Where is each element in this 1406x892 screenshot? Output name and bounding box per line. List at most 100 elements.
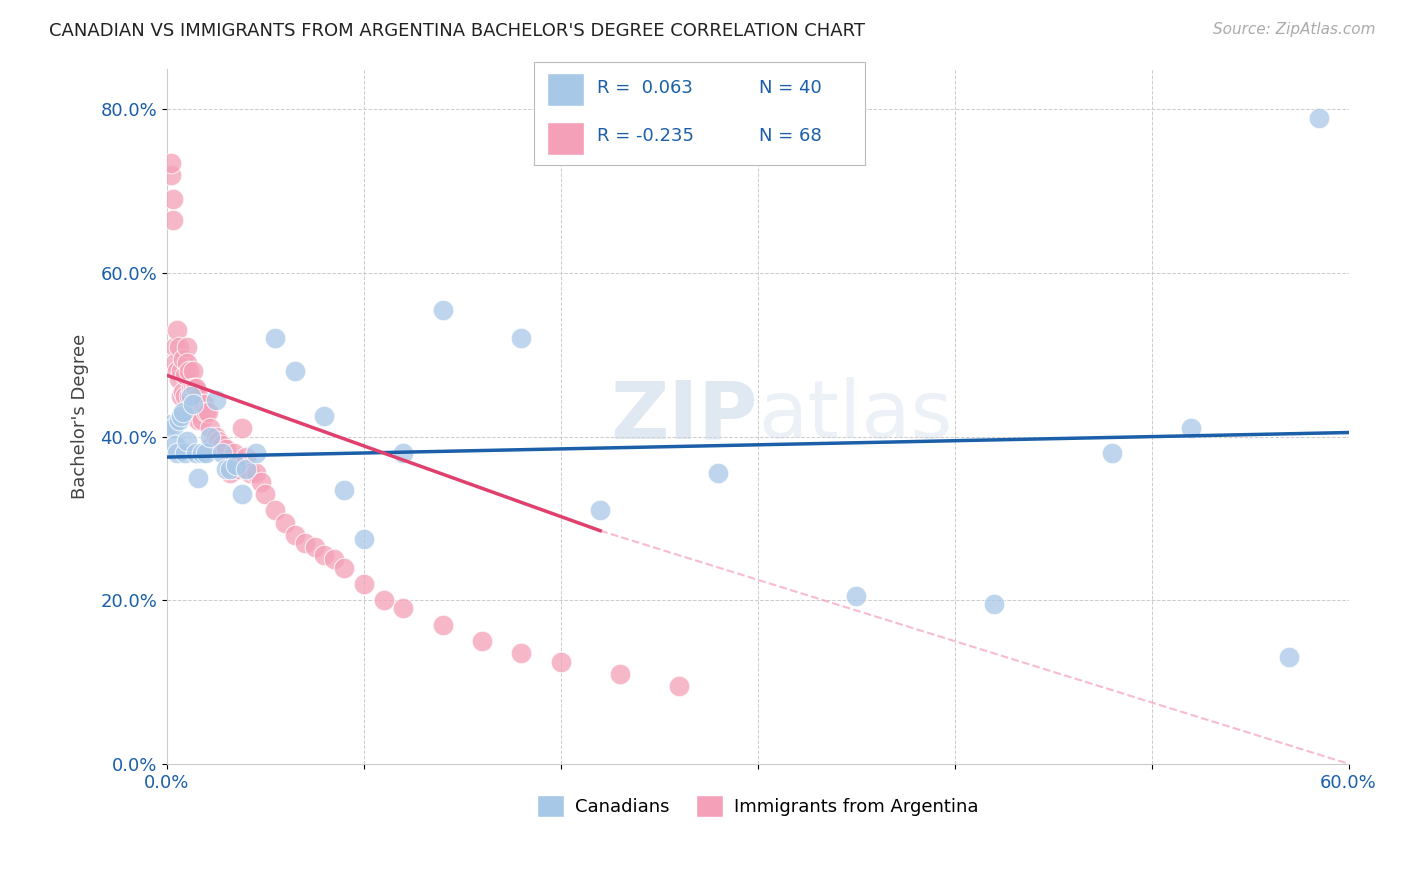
Point (510, 647, 533, 661)
Point (264, 503, 287, 517)
Point (195, 405, 218, 419)
Point (166, 323, 188, 337)
Point (181, 364, 204, 378)
Point (323, 552, 346, 566)
Point (231, 487, 253, 501)
Point (274, 516, 297, 530)
Point (231, 421, 253, 435)
Point (609, 666, 631, 681)
Point (254, 487, 277, 501)
Point (172, 351, 194, 366)
Text: Source: ZipAtlas.com: Source: ZipAtlas.com (1212, 22, 1375, 37)
Point (191, 446, 214, 460)
Text: CANADIAN VS IMMIGRANTS FROM ARGENTINA BACHELOR'S DEGREE CORRELATION CHART: CANADIAN VS IMMIGRANTS FROM ARGENTINA BA… (49, 22, 865, 40)
Point (215, 442, 238, 456)
Point (211, 446, 233, 460)
Point (333, 483, 356, 497)
Point (264, 331, 287, 345)
Point (226, 462, 249, 476)
Point (176, 434, 198, 448)
Point (707, 467, 730, 481)
Point (180, 389, 202, 403)
Y-axis label: Bachelor's Degree: Bachelor's Degree (72, 334, 89, 499)
Point (180, 405, 202, 419)
Bar (547, 73, 583, 105)
Point (245, 446, 267, 460)
Point (294, 536, 316, 550)
Point (983, 597, 1005, 611)
Point (200, 421, 222, 435)
Point (177, 389, 200, 403)
Point (314, 409, 336, 424)
Point (215, 462, 238, 476)
Bar (547, 122, 583, 155)
Point (510, 331, 533, 345)
Point (162, 421, 184, 435)
Point (172, 384, 194, 399)
Point (167, 413, 190, 427)
Point (1180, 421, 1202, 435)
Point (235, 450, 257, 464)
Point (166, 446, 188, 460)
Point (432, 302, 454, 317)
Point (170, 364, 193, 378)
Point (167, 340, 190, 354)
Point (186, 405, 208, 419)
Point (190, 397, 212, 411)
Point (225, 458, 247, 473)
Point (172, 405, 194, 419)
Point (471, 634, 494, 648)
Point (373, 593, 395, 607)
Point (1101, 446, 1123, 460)
Text: atlas: atlas (758, 377, 952, 455)
Point (239, 467, 262, 481)
Point (166, 364, 188, 378)
Text: N = 68: N = 68 (759, 128, 821, 145)
Point (181, 397, 204, 411)
Point (162, 212, 184, 227)
Point (1278, 650, 1301, 665)
Point (163, 340, 186, 354)
Point (200, 429, 222, 443)
Point (187, 413, 209, 427)
Point (205, 429, 228, 443)
Point (201, 438, 224, 452)
Point (162, 193, 184, 207)
Point (432, 617, 454, 632)
Point (160, 168, 183, 182)
Point (195, 446, 218, 460)
Text: ZIP: ZIP (610, 377, 758, 455)
Point (191, 413, 214, 427)
Point (1308, 111, 1330, 125)
Point (183, 397, 205, 411)
Point (353, 577, 375, 591)
Point (187, 470, 209, 484)
Text: R = -0.235: R = -0.235 (598, 128, 695, 145)
Point (186, 380, 208, 394)
Point (245, 467, 267, 481)
Point (304, 540, 326, 554)
Point (235, 462, 257, 476)
Point (392, 601, 415, 615)
Point (181, 380, 204, 394)
Point (333, 560, 356, 574)
Point (187, 389, 209, 403)
Point (845, 589, 868, 603)
Point (211, 438, 233, 452)
Point (219, 467, 242, 481)
Point (170, 389, 193, 403)
Point (160, 155, 183, 169)
Point (207, 434, 229, 448)
Point (186, 446, 208, 460)
Point (170, 409, 193, 424)
Point (589, 503, 612, 517)
Text: R =  0.063: R = 0.063 (598, 79, 693, 97)
Point (668, 679, 690, 693)
Point (163, 438, 186, 452)
Legend: Canadians, Immigrants from Argentina: Canadians, Immigrants from Argentina (530, 788, 986, 824)
Point (193, 397, 215, 411)
Point (284, 528, 307, 542)
Point (550, 655, 572, 669)
Point (284, 364, 307, 378)
Point (314, 548, 336, 562)
